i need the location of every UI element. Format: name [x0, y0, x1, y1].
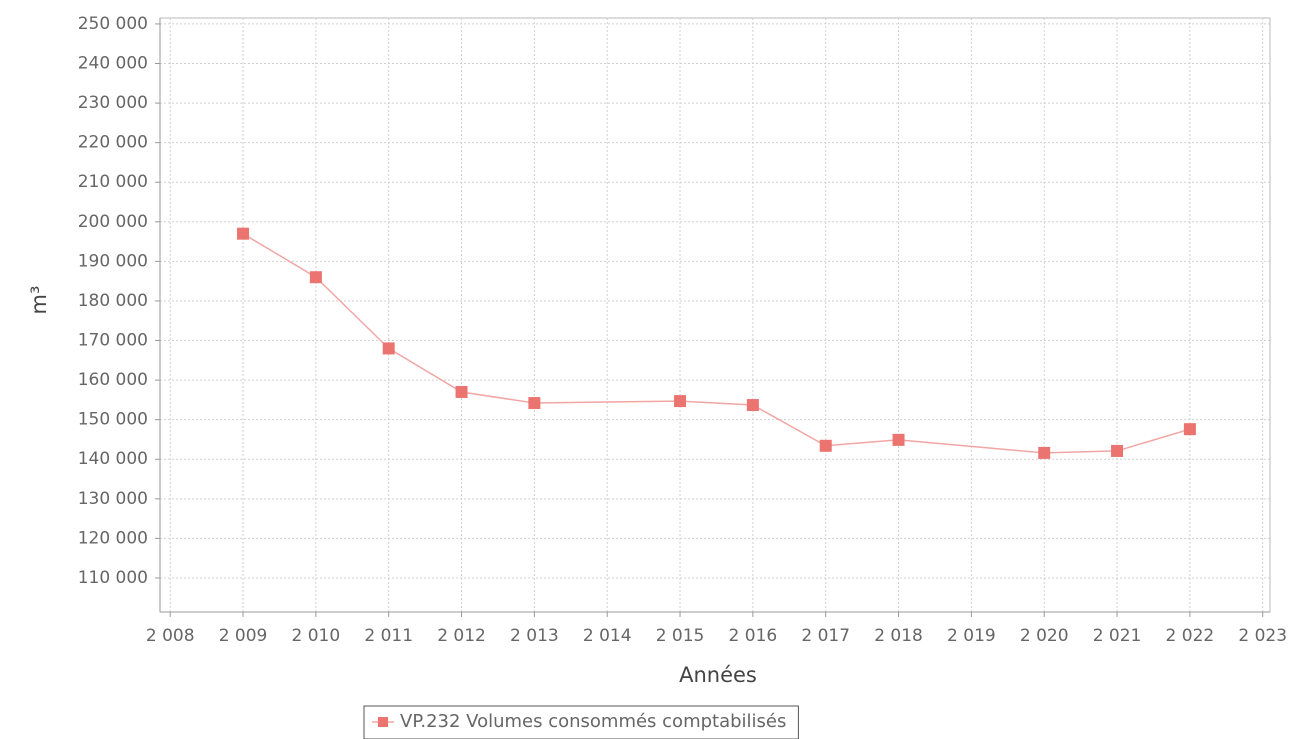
x-tick-label: 2 014 [583, 626, 632, 646]
marker [382, 342, 395, 355]
x-tick-label: 2 017 [801, 626, 850, 646]
y-tick-label: 190 000 [78, 251, 148, 271]
marker [674, 395, 687, 408]
y-tick-label: 180 000 [78, 291, 148, 311]
y-tick-label: 250 000 [78, 14, 148, 34]
marker [237, 227, 250, 240]
x-tick-label: 2 012 [437, 626, 486, 646]
y-axis-label: m³ [27, 286, 51, 315]
x-tick-label: 2 008 [146, 626, 195, 646]
x-tick-label: 2 011 [364, 626, 413, 646]
legend-box [363, 705, 799, 739]
y-tick-label: 130 000 [78, 489, 148, 509]
y-tick-label: 110 000 [78, 568, 148, 588]
x-tick-label: 2 020 [1020, 626, 1069, 646]
x-axis-label: Années [679, 663, 757, 687]
marker [528, 397, 541, 410]
marker [455, 385, 468, 398]
y-tick-label: 240 000 [78, 54, 148, 74]
y-tick-label: 160 000 [78, 370, 148, 390]
x-tick-label: 2 018 [874, 626, 923, 646]
marker [309, 271, 322, 284]
y-tick-label: 120 000 [78, 528, 148, 548]
x-tick-label: 2 016 [729, 626, 778, 646]
y-tick-label: 170 000 [78, 331, 148, 351]
y-tick-label: 140 000 [78, 449, 148, 469]
x-tick-label: 2 010 [292, 626, 341, 646]
marker [1111, 444, 1124, 457]
legend-marker [378, 717, 388, 727]
legend-label: VP.232 Volumes consommés comptabilisés [400, 711, 786, 732]
marker [892, 433, 905, 446]
marker [746, 399, 759, 412]
x-tick-label: 2 013 [510, 626, 559, 646]
y-tick-label: 230 000 [78, 93, 148, 113]
marker [819, 439, 832, 452]
y-tick-label: 220 000 [78, 133, 148, 153]
y-tick-label: 210 000 [78, 172, 148, 192]
y-tick-label: 150 000 [78, 410, 148, 430]
x-tick-label: 2 022 [1166, 626, 1215, 646]
plot-area [159, 17, 1271, 613]
x-tick-label: 2 021 [1093, 626, 1142, 646]
x-tick-label: 2 015 [656, 626, 705, 646]
marker [1038, 446, 1051, 459]
x-tick-label: 2 019 [947, 626, 996, 646]
series-line [242, 233, 1191, 454]
y-tick-label: 200 000 [78, 212, 148, 232]
marker [1183, 423, 1196, 436]
x-tick-label: 2 009 [219, 626, 268, 646]
x-tick-label: 2 023 [1238, 626, 1287, 646]
